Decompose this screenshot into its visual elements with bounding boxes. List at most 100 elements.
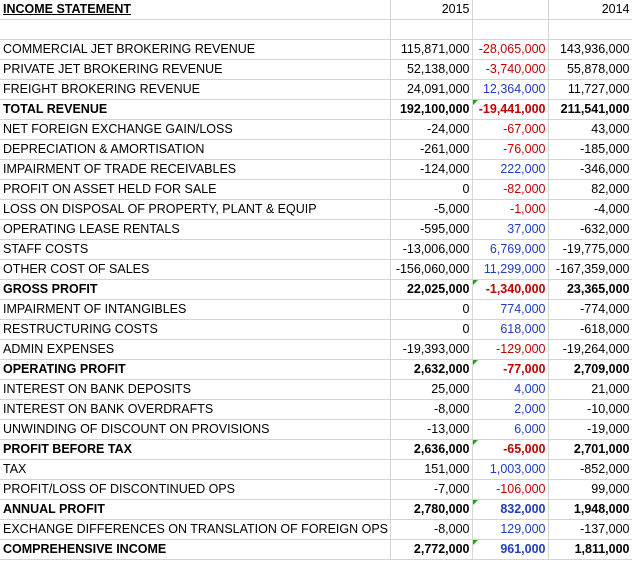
- value-2014-cell[interactable]: -19,264,000: [548, 339, 632, 360]
- change-cell[interactable]: -19,441,000: [472, 99, 549, 120]
- line-item-label[interactable]: EXCHANGE DIFFERENCES ON TRANSLATION OF F…: [0, 519, 391, 540]
- value-2014-cell[interactable]: -618,000: [548, 319, 632, 340]
- value-2014-cell[interactable]: -167,359,000: [548, 259, 632, 280]
- value-2015-cell[interactable]: -124,000: [390, 159, 473, 180]
- change-cell[interactable]: 4,000: [472, 379, 549, 400]
- line-item-label[interactable]: OPERATING PROFIT: [0, 359, 391, 380]
- line-item-label[interactable]: PROFIT ON ASSET HELD FOR SALE: [0, 179, 391, 200]
- value-2014-cell[interactable]: -137,000: [548, 519, 632, 540]
- value-2014-cell[interactable]: 1,811,000: [548, 539, 632, 560]
- line-item-label[interactable]: INTEREST ON BANK DEPOSITS: [0, 379, 391, 400]
- value-2015-cell[interactable]: -13,000: [390, 419, 473, 440]
- change-cell[interactable]: -67,000: [472, 119, 549, 140]
- line-item-label[interactable]: ANNUAL PROFIT: [0, 499, 391, 520]
- value-2015-cell[interactable]: 52,138,000: [390, 59, 473, 80]
- value-2015-cell[interactable]: 192,100,000: [390, 99, 473, 120]
- value-2015-cell[interactable]: -13,006,000: [390, 239, 473, 260]
- value-2015-cell[interactable]: 151,000: [390, 459, 473, 480]
- change-cell[interactable]: -129,000: [472, 339, 549, 360]
- line-item-label[interactable]: DEPRECIATION & AMORTISATION: [0, 139, 391, 160]
- value-2014-cell[interactable]: -19,000: [548, 419, 632, 440]
- change-cell[interactable]: -3,740,000: [472, 59, 549, 80]
- value-2015-cell[interactable]: 25,000: [390, 379, 473, 400]
- empty-cell[interactable]: [0, 19, 391, 40]
- line-item-label[interactable]: OPERATING LEASE RENTALS: [0, 219, 391, 240]
- value-2015-cell[interactable]: -595,000: [390, 219, 473, 240]
- value-2014-cell[interactable]: 23,365,000: [548, 279, 632, 300]
- value-2014-cell[interactable]: 2,709,000: [548, 359, 632, 380]
- value-2014-cell[interactable]: 55,878,000: [548, 59, 632, 80]
- empty-cell[interactable]: [548, 19, 632, 40]
- line-item-label[interactable]: TAX: [0, 459, 391, 480]
- change-cell[interactable]: -82,000: [472, 179, 549, 200]
- value-2015-cell[interactable]: 22,025,000: [390, 279, 473, 300]
- line-item-label[interactable]: IMPAIRMENT OF INTANGIBLES: [0, 299, 391, 320]
- column-header-2015[interactable]: 2015: [390, 0, 473, 20]
- line-item-label[interactable]: ADMIN EXPENSES: [0, 339, 391, 360]
- value-2015-cell[interactable]: -156,060,000: [390, 259, 473, 280]
- empty-cell[interactable]: [472, 19, 549, 40]
- change-cell[interactable]: 37,000: [472, 219, 549, 240]
- value-2015-cell[interactable]: -19,393,000: [390, 339, 473, 360]
- line-item-label[interactable]: RESTRUCTURING COSTS: [0, 319, 391, 340]
- value-2015-cell[interactable]: 2,780,000: [390, 499, 473, 520]
- column-header-change[interactable]: [472, 0, 549, 20]
- value-2015-cell[interactable]: -8,000: [390, 399, 473, 420]
- change-cell[interactable]: 2,000: [472, 399, 549, 420]
- change-cell[interactable]: -76,000: [472, 139, 549, 160]
- line-item-label[interactable]: PROFIT BEFORE TAX: [0, 439, 391, 460]
- line-item-label[interactable]: FREIGHT BROKERING REVENUE: [0, 79, 391, 100]
- line-item-label[interactable]: IMPAIRMENT OF TRADE RECEIVABLES: [0, 159, 391, 180]
- column-header-2014[interactable]: 2014: [548, 0, 632, 20]
- change-cell[interactable]: 6,769,000: [472, 239, 549, 260]
- value-2015-cell[interactable]: 0: [390, 179, 473, 200]
- line-item-label[interactable]: PRIVATE JET BROKERING REVENUE: [0, 59, 391, 80]
- change-cell[interactable]: 1,003,000: [472, 459, 549, 480]
- change-cell[interactable]: 6,000: [472, 419, 549, 440]
- value-2015-cell[interactable]: -24,000: [390, 119, 473, 140]
- value-2014-cell[interactable]: -346,000: [548, 159, 632, 180]
- change-cell[interactable]: 129,000: [472, 519, 549, 540]
- value-2014-cell[interactable]: 211,541,000: [548, 99, 632, 120]
- line-item-label[interactable]: PROFIT/LOSS OF DISCONTINUED OPS: [0, 479, 391, 500]
- value-2014-cell[interactable]: -10,000: [548, 399, 632, 420]
- change-cell[interactable]: 11,299,000: [472, 259, 549, 280]
- line-item-label[interactable]: UNWINDING OF DISCOUNT ON PROVISIONS: [0, 419, 391, 440]
- value-2015-cell[interactable]: -5,000: [390, 199, 473, 220]
- value-2014-cell[interactable]: 2,701,000: [548, 439, 632, 460]
- value-2014-cell[interactable]: 1,948,000: [548, 499, 632, 520]
- value-2015-cell[interactable]: -8,000: [390, 519, 473, 540]
- change-cell[interactable]: 222,000: [472, 159, 549, 180]
- change-cell[interactable]: 774,000: [472, 299, 549, 320]
- value-2014-cell[interactable]: -19,775,000: [548, 239, 632, 260]
- value-2014-cell[interactable]: 21,000: [548, 379, 632, 400]
- change-cell[interactable]: -65,000: [472, 439, 549, 460]
- line-item-label[interactable]: COMMERCIAL JET BROKERING REVENUE: [0, 39, 391, 60]
- value-2015-cell[interactable]: -261,000: [390, 139, 473, 160]
- line-item-label[interactable]: LOSS ON DISPOSAL OF PROPERTY, PLANT & EQ…: [0, 199, 391, 220]
- change-cell[interactable]: 832,000: [472, 499, 549, 520]
- change-cell[interactable]: 961,000: [472, 539, 549, 560]
- value-2014-cell[interactable]: -185,000: [548, 139, 632, 160]
- value-2014-cell[interactable]: 82,000: [548, 179, 632, 200]
- value-2015-cell[interactable]: 24,091,000: [390, 79, 473, 100]
- change-cell[interactable]: -106,000: [472, 479, 549, 500]
- change-cell[interactable]: 618,000: [472, 319, 549, 340]
- empty-cell[interactable]: [390, 19, 473, 40]
- value-2014-cell[interactable]: 143,936,000: [548, 39, 632, 60]
- value-2014-cell[interactable]: 43,000: [548, 119, 632, 140]
- value-2015-cell[interactable]: 0: [390, 299, 473, 320]
- value-2015-cell[interactable]: -7,000: [390, 479, 473, 500]
- line-item-label[interactable]: OTHER COST OF SALES: [0, 259, 391, 280]
- statement-title[interactable]: INCOME STATEMENT: [0, 0, 391, 20]
- line-item-label[interactable]: TOTAL REVENUE: [0, 99, 391, 120]
- value-2014-cell[interactable]: -632,000: [548, 219, 632, 240]
- line-item-label[interactable]: NET FOREIGN EXCHANGE GAIN/LOSS: [0, 119, 391, 140]
- value-2015-cell[interactable]: 2,772,000: [390, 539, 473, 560]
- value-2014-cell[interactable]: 11,727,000: [548, 79, 632, 100]
- value-2014-cell[interactable]: 99,000: [548, 479, 632, 500]
- change-cell[interactable]: -1,340,000: [472, 279, 549, 300]
- line-item-label[interactable]: GROSS PROFIT: [0, 279, 391, 300]
- line-item-label[interactable]: INTEREST ON BANK OVERDRAFTS: [0, 399, 391, 420]
- value-2014-cell[interactable]: -4,000: [548, 199, 632, 220]
